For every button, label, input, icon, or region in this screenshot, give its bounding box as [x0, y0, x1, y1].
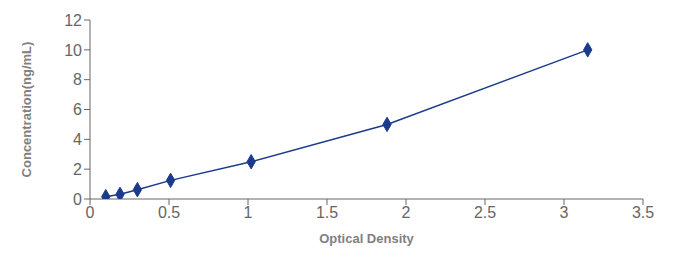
svg-text:6: 6: [73, 101, 82, 118]
svg-text:3: 3: [560, 204, 569, 221]
svg-text:Concentration(ng/mL): Concentration(ng/mL): [19, 42, 34, 178]
svg-text:8: 8: [73, 71, 82, 88]
svg-text:1.5: 1.5: [316, 204, 338, 221]
svg-text:0: 0: [86, 204, 95, 221]
svg-text:2.5: 2.5: [474, 204, 496, 221]
svg-text:Optical Density: Optical Density: [319, 231, 414, 246]
svg-text:2: 2: [73, 161, 82, 178]
svg-text:10: 10: [64, 42, 82, 59]
svg-text:2: 2: [402, 204, 411, 221]
svg-text:12: 12: [64, 12, 82, 29]
svg-text:0.5: 0.5: [158, 204, 180, 221]
svg-text:4: 4: [73, 131, 82, 148]
svg-text:0: 0: [73, 191, 82, 208]
svg-text:3.5: 3.5: [632, 204, 654, 221]
svg-text:1: 1: [244, 204, 253, 221]
